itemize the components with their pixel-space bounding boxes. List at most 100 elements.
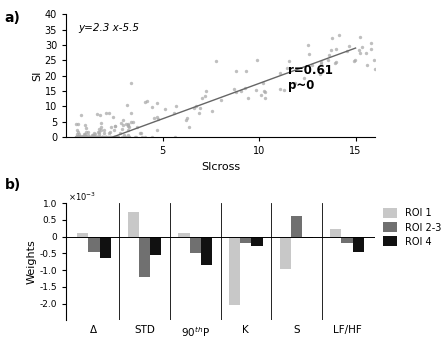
- Point: [100, 134, 107, 140]
- Point: [81, 134, 88, 140]
- Point: [209, 109, 216, 114]
- Point: [98, 134, 105, 140]
- Point: [81, 134, 88, 140]
- Point: [306, 52, 313, 57]
- Point: [74, 134, 81, 140]
- Point: [75, 134, 82, 140]
- Point: [96, 132, 103, 137]
- Point: [94, 134, 101, 140]
- Point: [125, 134, 132, 140]
- Point: [76, 134, 83, 140]
- Text: y=2.3 x-5.5: y=2.3 x-5.5: [78, 23, 139, 33]
- Point: [81, 134, 88, 140]
- Point: [88, 134, 95, 140]
- Bar: [179, 234, 190, 237]
- Point: [77, 134, 84, 140]
- Point: [76, 134, 83, 140]
- Point: [124, 103, 131, 108]
- Point: [155, 116, 162, 122]
- Point: [101, 134, 108, 140]
- Point: [94, 134, 101, 140]
- Point: [77, 134, 84, 140]
- Point: [318, 59, 325, 65]
- Point: [81, 134, 88, 140]
- Point: [120, 117, 127, 122]
- Point: [371, 67, 378, 72]
- Point: [84, 134, 91, 140]
- Point: [73, 134, 80, 140]
- Point: [116, 130, 123, 136]
- Bar: [330, 229, 341, 237]
- Bar: [139, 237, 150, 277]
- Point: [94, 134, 101, 140]
- Point: [232, 89, 239, 95]
- Point: [75, 131, 82, 137]
- Point: [132, 134, 139, 140]
- Point: [80, 134, 87, 140]
- Point: [332, 60, 339, 66]
- Point: [277, 70, 284, 76]
- Point: [136, 130, 143, 136]
- Point: [368, 46, 375, 52]
- Point: [95, 134, 102, 140]
- Point: [197, 105, 204, 111]
- Point: [105, 134, 112, 140]
- Point: [262, 95, 269, 101]
- Bar: [251, 237, 262, 246]
- Bar: [128, 211, 139, 237]
- Point: [73, 134, 80, 140]
- Point: [129, 119, 136, 125]
- Point: [88, 134, 95, 140]
- Point: [98, 134, 105, 140]
- Point: [97, 134, 104, 140]
- Point: [254, 57, 261, 63]
- Point: [96, 134, 103, 140]
- Legend: ROI 1, ROI 2-3, ROI 4: ROI 1, ROI 2-3, ROI 4: [383, 208, 441, 247]
- Point: [93, 134, 101, 140]
- Bar: [240, 237, 251, 243]
- Point: [91, 130, 98, 136]
- Point: [153, 127, 160, 133]
- Point: [82, 125, 89, 131]
- Point: [127, 119, 135, 125]
- Point: [125, 124, 132, 129]
- Point: [100, 134, 107, 140]
- Point: [72, 121, 79, 127]
- Point: [90, 134, 97, 140]
- Point: [101, 130, 108, 136]
- Point: [320, 68, 327, 74]
- Point: [358, 44, 365, 50]
- Bar: [100, 237, 111, 258]
- Point: [148, 104, 155, 110]
- Point: [76, 134, 83, 140]
- Point: [333, 46, 340, 52]
- Point: [243, 68, 250, 74]
- Point: [111, 134, 118, 140]
- Point: [73, 134, 80, 140]
- Point: [153, 100, 161, 106]
- Point: [89, 134, 96, 139]
- Point: [153, 114, 161, 120]
- Point: [72, 134, 79, 140]
- Point: [86, 134, 93, 140]
- Point: [105, 110, 112, 116]
- Point: [242, 85, 249, 90]
- Point: [77, 134, 84, 140]
- Point: [367, 40, 374, 46]
- Point: [118, 134, 125, 140]
- Point: [355, 47, 363, 53]
- Text: r=0.61
p~0: r=0.61 p~0: [288, 64, 333, 92]
- Point: [74, 121, 81, 126]
- Point: [118, 121, 125, 126]
- Point: [98, 134, 105, 140]
- Point: [96, 126, 103, 132]
- Point: [93, 134, 101, 140]
- Point: [90, 134, 97, 140]
- Point: [82, 134, 90, 140]
- Point: [88, 134, 95, 140]
- Point: [95, 134, 102, 140]
- Point: [78, 134, 85, 140]
- Point: [114, 134, 121, 140]
- Point: [73, 127, 80, 133]
- Point: [112, 123, 119, 129]
